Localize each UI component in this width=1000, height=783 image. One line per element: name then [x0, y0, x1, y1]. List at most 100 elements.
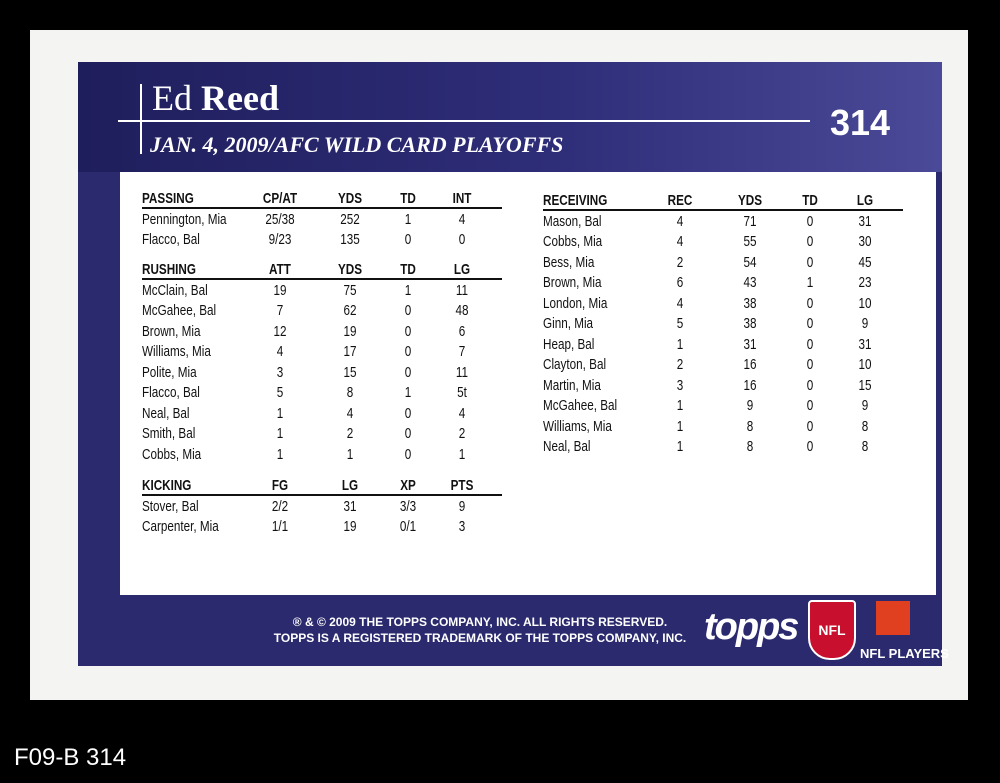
stat: 15 [343, 363, 357, 381]
stat: 23 [858, 274, 872, 291]
stat: 1 [676, 397, 684, 414]
column-header: TD [400, 261, 416, 278]
stat: 17 [343, 343, 357, 360]
stat: 62 [343, 302, 357, 319]
stat: 3 [276, 363, 284, 381]
stat: 7 [458, 343, 466, 360]
stat: 31 [743, 335, 757, 353]
header-rule [543, 209, 903, 211]
stat: 19 [273, 281, 287, 299]
column-header: LG [453, 261, 471, 278]
stat: 16 [743, 376, 757, 394]
column-header: LG [856, 192, 874, 209]
player: Cobbs, Mia [142, 445, 202, 463]
header-rule [142, 278, 502, 280]
player: Clayton, Bal [543, 356, 607, 373]
column-header: ATT [269, 261, 291, 278]
stat: 1 [276, 404, 284, 422]
stat: 31 [858, 212, 872, 230]
stat: 1 [676, 417, 684, 435]
column-header: YDS [337, 190, 363, 207]
stat: 0 [806, 233, 814, 250]
stat: 4 [676, 212, 684, 230]
stat: 19 [343, 518, 357, 535]
stat: 6 [676, 274, 684, 291]
stat: 0 [806, 356, 814, 373]
stat: 0 [806, 212, 814, 230]
stat: 43 [743, 274, 757, 291]
stats-panel [120, 172, 933, 595]
header-rule [142, 494, 502, 496]
stat: 8 [746, 438, 754, 455]
stat: 9 [861, 315, 869, 332]
column-header: TD [400, 190, 416, 207]
player: Flacco, Bal [142, 231, 200, 248]
stat: 3/3 [399, 497, 417, 515]
stat: 1 [404, 384, 412, 401]
player: Stover, Bal [142, 497, 199, 515]
player: Flacco, Bal [142, 384, 200, 401]
stat: 9/23 [268, 231, 292, 248]
stat: 19 [343, 322, 357, 340]
topps-logo: topps [704, 606, 799, 648]
stat: 10 [858, 356, 872, 373]
stat: 9 [746, 397, 754, 414]
stat: 4 [276, 343, 284, 360]
stat: 4 [458, 404, 466, 422]
player: Ginn, Mia [543, 315, 594, 332]
stat: 0 [806, 315, 814, 332]
stat: 8 [346, 384, 354, 401]
stat: 45 [858, 253, 872, 271]
header-rule [142, 207, 502, 209]
stat: 0 [404, 322, 412, 340]
stat: 1 [458, 445, 466, 463]
stat: 48 [455, 302, 469, 319]
table-heading: RECEIVING [543, 192, 608, 209]
stat: 0 [806, 397, 814, 414]
stat: 16 [743, 356, 757, 373]
player: Martin, Mia [543, 376, 601, 394]
stat: 2 [458, 425, 466, 442]
column-header: CP/AT [262, 190, 298, 207]
stat: 0 [404, 425, 412, 442]
card-number: 314 [830, 102, 891, 143]
stat: 0 [458, 231, 466, 248]
stat: 31 [858, 335, 872, 353]
stat: 1 [676, 335, 684, 353]
stat: 0 [806, 253, 814, 271]
stat: 8 [746, 417, 754, 435]
column-header: XP [400, 477, 416, 494]
first-name: Ed [152, 78, 192, 118]
stat: 3 [676, 376, 684, 394]
stat: 5 [676, 315, 684, 332]
stat: 0/1 [399, 518, 417, 535]
trademark: TOPPS IS A REGISTERED TRADEMARK OF THE T… [273, 631, 687, 645]
stat: 252 [340, 210, 360, 228]
player: McClain, Bal [142, 281, 208, 299]
stat: 71 [743, 212, 757, 230]
stat: 0 [806, 376, 814, 394]
stat: 0 [404, 231, 412, 248]
stat: 1 [404, 281, 412, 299]
player: Cobbs, Mia [543, 233, 603, 250]
stat: 30 [858, 233, 872, 250]
table-heading: RUSHING [142, 261, 196, 278]
player: McGahee, Bal [142, 302, 217, 319]
stat: 8 [861, 438, 869, 455]
player: McGahee, Bal [543, 397, 618, 414]
stat: 4 [676, 233, 684, 250]
stat: 2 [676, 356, 684, 373]
stat: 4 [458, 210, 466, 228]
column-header: YDS [337, 261, 363, 278]
player: Brown, Mia [543, 274, 602, 291]
column-header: LG [341, 477, 359, 494]
stat: 3 [458, 518, 466, 535]
stat: 9 [861, 397, 869, 414]
stat: 2 [676, 253, 684, 271]
stat: 1/1 [271, 518, 289, 535]
player: Carpenter, Mia [142, 518, 219, 535]
game: JAN. 4, 2009/AFC WILD CARD PLAYOFFS [150, 132, 564, 157]
stat: 4 [346, 404, 354, 422]
player: Smith, Bal [142, 425, 196, 442]
